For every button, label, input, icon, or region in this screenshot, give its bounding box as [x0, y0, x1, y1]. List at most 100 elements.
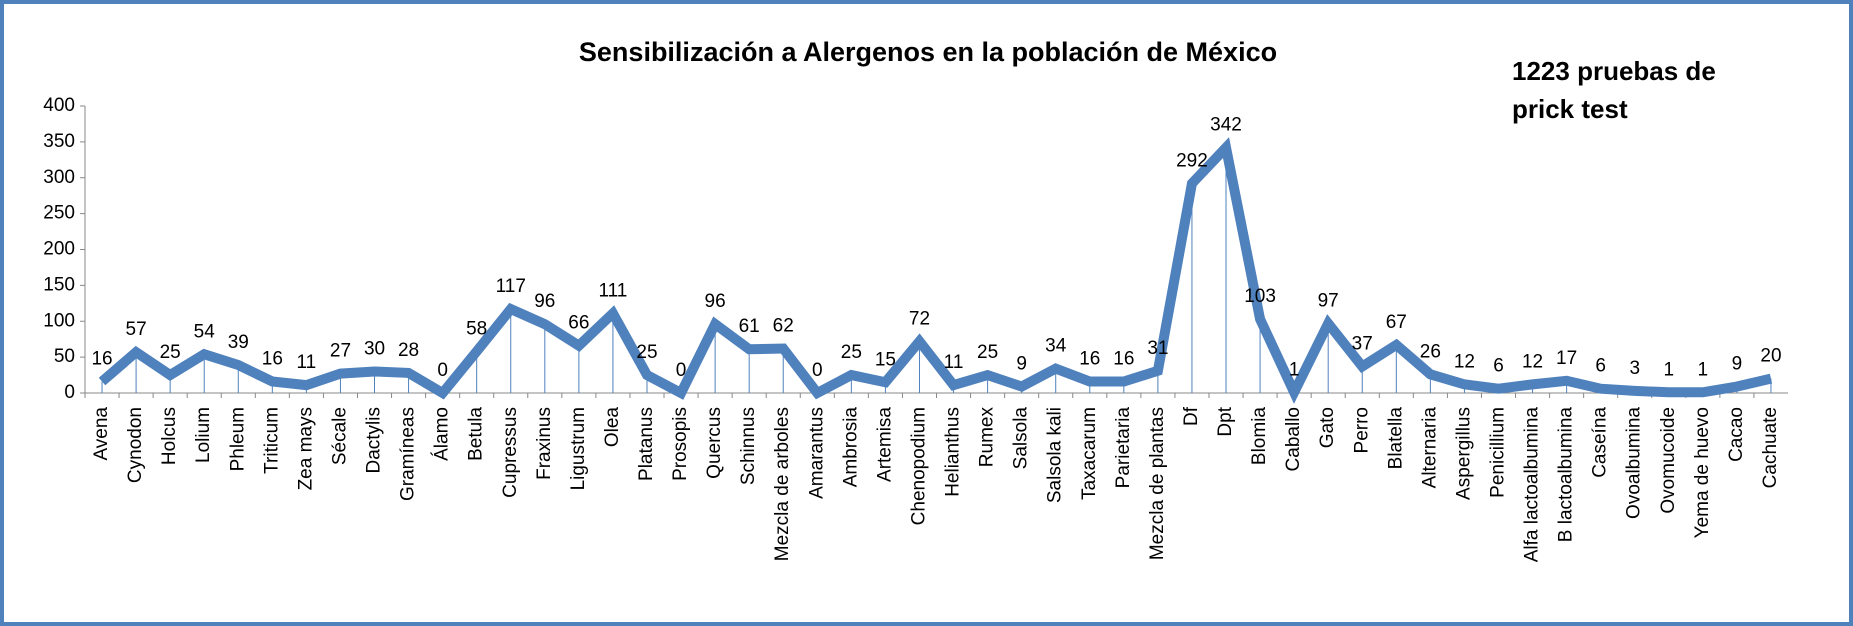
x-tick-label: Ligustrum: [568, 407, 589, 490]
data-label: 1: [1289, 359, 1300, 380]
x-tick-label: Zea mays: [295, 407, 316, 490]
x-tick-label: Taxacarum: [1079, 407, 1100, 500]
data-label: 97: [1318, 290, 1339, 311]
x-tick-label: Blatella: [1385, 407, 1406, 470]
x-tick-label: Cupressus: [500, 407, 521, 498]
x-tick-label: Penicillium: [1488, 407, 1509, 498]
data-label: 57: [126, 319, 147, 340]
data-label: 12: [1522, 351, 1543, 372]
data-label: 72: [909, 308, 930, 329]
x-tick-label: Yema de huevo: [1692, 407, 1713, 538]
y-tick-label: 150: [43, 274, 75, 295]
data-label: 6: [1493, 356, 1504, 377]
x-tick-label: Phleum: [227, 407, 248, 471]
x-tick-label: Mezcla de arboles: [772, 407, 793, 561]
data-label: 9: [1016, 354, 1027, 375]
x-tick-label: Ovomucoide: [1658, 407, 1679, 514]
x-tick-label: Lolium: [193, 407, 214, 463]
data-label: 54: [194, 321, 216, 342]
x-tick-label: Ovoalbumina: [1624, 407, 1645, 519]
data-label: 117: [496, 276, 526, 297]
data-label: 16: [1079, 349, 1100, 370]
x-tick-label: Platanus: [636, 407, 657, 481]
x-tick-label: Amarantus: [806, 407, 827, 499]
data-label: 111: [598, 280, 627, 301]
x-tick-label: Alternaria: [1419, 407, 1440, 489]
x-tick-label: Cynodon: [125, 407, 146, 483]
x-tick-label: Df: [1181, 406, 1202, 426]
data-label: 62: [773, 316, 794, 337]
data-label: 0: [676, 360, 687, 381]
data-label: 6: [1595, 356, 1606, 377]
y-tick-label: 350: [43, 131, 75, 152]
data-label: 25: [841, 342, 862, 363]
x-tick-label: Rumex: [977, 407, 998, 468]
x-tick-label: Gramíneas: [398, 407, 419, 501]
data-label: 25: [977, 342, 998, 363]
x-tick-label: Chenopodium: [908, 407, 929, 525]
data-label: 25: [160, 342, 181, 363]
data-label: 30: [364, 338, 385, 359]
x-tick-label: Parietaria: [1113, 407, 1134, 489]
data-label: 16: [262, 349, 283, 370]
data-label: 31: [1147, 338, 1168, 359]
data-label: 342: [1210, 115, 1242, 136]
data-label: 9: [1732, 354, 1743, 375]
data-label: 37: [1352, 333, 1373, 354]
x-tick-label: Salsola kali: [1045, 407, 1066, 503]
x-tick-label: Cachuate: [1760, 407, 1781, 488]
data-label: 39: [228, 332, 249, 353]
data-label: 1: [1698, 359, 1709, 380]
x-tick-label: Caseína: [1590, 407, 1611, 478]
data-label: 16: [1113, 349, 1134, 370]
data-label: 3: [1629, 358, 1640, 379]
x-tick-label: Perro: [1351, 407, 1372, 453]
annotation: 1223 pruebas de prick test: [1512, 56, 1716, 124]
y-tick-label: 200: [43, 239, 75, 260]
data-label: 28: [398, 340, 419, 361]
x-tick-label: Gato: [1317, 407, 1338, 448]
data-label: 17: [1556, 348, 1577, 369]
data-label: 26: [1420, 341, 1441, 362]
data-label: 15: [875, 349, 896, 370]
x-tick-label: Álamo: [432, 407, 453, 461]
data-label: 96: [534, 291, 555, 312]
x-tick-label: Mezcla de plantas: [1147, 407, 1168, 560]
data-label: 61: [739, 316, 760, 337]
y-tick-label: 250: [43, 203, 75, 224]
x-tick-label: Holcus: [159, 407, 180, 465]
data-label: 66: [568, 313, 589, 334]
x-tick-label: Alfa lactoalbumina: [1522, 407, 1543, 563]
data-label: 20: [1760, 346, 1781, 367]
data-label: 58: [466, 318, 487, 339]
x-tick-label: Olea: [602, 407, 623, 448]
data-label: 27: [330, 341, 351, 362]
y-tick-label: 50: [54, 346, 75, 367]
x-tick-label: Dpt: [1215, 406, 1236, 436]
data-label: 11: [944, 352, 964, 373]
x-tick-label: Artemisa: [874, 407, 895, 482]
x-tick-label: Salsola: [1011, 407, 1032, 470]
data-label: 96: [705, 291, 726, 312]
data-label: 25: [636, 342, 657, 363]
data-label: 292: [1176, 151, 1208, 172]
x-tick-label: Caballo: [1283, 407, 1304, 471]
x-tick-label: Avena: [91, 407, 112, 461]
chart-title: Sensibilización a Alergenos en la poblac…: [579, 37, 1277, 67]
x-tick-label: Schinnus: [738, 407, 759, 485]
series-line: [98, 137, 1773, 404]
data-label: 16: [91, 349, 112, 370]
x-tick-label: Triticum: [261, 407, 282, 474]
data-label: 67: [1386, 312, 1407, 333]
y-tick-label: 0: [64, 382, 75, 403]
data-label: 34: [1045, 336, 1067, 357]
x-tick-label: Dactylis: [364, 407, 385, 474]
x-tick-label: Aspergillus: [1453, 407, 1474, 500]
x-tick-label: Blomia: [1249, 407, 1270, 466]
y-tick-label: 300: [43, 167, 75, 188]
data-label: 103: [1244, 286, 1276, 307]
x-tick-label: B lactoalbumina: [1556, 407, 1577, 543]
x-tick-label: Betula: [466, 407, 487, 461]
